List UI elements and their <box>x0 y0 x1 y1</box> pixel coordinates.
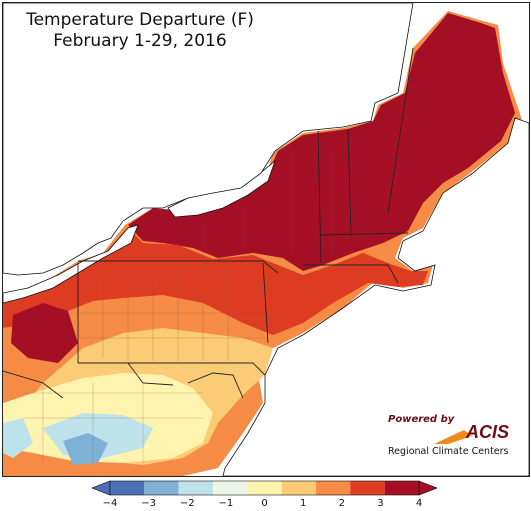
map-title: Temperature Departure (F) February 1-29,… <box>0 10 280 52</box>
legend-tick-label: −2 <box>179 498 195 509</box>
legend-swatch <box>178 481 213 495</box>
title-line-2: February 1-29, 2016 <box>53 31 227 51</box>
legend-tick-label: −4 <box>102 498 118 509</box>
legend-tick-label: 4 <box>415 498 423 509</box>
logo-powered-by: Powered by <box>388 414 455 425</box>
legend-swatch <box>281 481 316 495</box>
logo-acis-text: ACIS <box>466 422 510 442</box>
region-warm-west <box>11 303 78 363</box>
state-boundaries <box>3 47 414 399</box>
legend-arrow-left <box>92 480 111 496</box>
legend-swatch <box>144 481 179 495</box>
legend-swatch <box>213 481 248 495</box>
acis-logo: Powered by ACIS Regional Climate Centers <box>384 412 519 462</box>
legend-tick-label: −1 <box>218 498 234 509</box>
temperature-departure-map <box>3 3 529 476</box>
logo-swoosh-icon <box>434 430 472 444</box>
title-line-1: Temperature Departure (F) <box>26 10 254 30</box>
atlantic-ocean <box>222 117 529 476</box>
legend-swatch <box>350 481 385 495</box>
legend-arrow-right <box>418 480 437 496</box>
legend-border <box>109 480 420 496</box>
legend-tick-label: 0 <box>261 498 268 509</box>
legend-tick-label: −3 <box>141 498 156 509</box>
legend-swatch <box>110 481 145 495</box>
legend-colorbar <box>92 480 437 496</box>
map-panel <box>2 2 530 477</box>
region-cool-ky <box>3 418 33 458</box>
legend-tick-label: 3 <box>377 498 384 509</box>
legend-tick-label: 2 <box>338 498 345 509</box>
legend-swatch <box>247 481 282 495</box>
canada-upper-area <box>3 3 414 276</box>
legend-swatch <box>316 481 351 495</box>
color-legend: −4 −3 −2 −1 0 1 2 3 4 <box>92 478 437 510</box>
legend-swatch <box>384 481 419 495</box>
legend-tick-label: 1 <box>299 498 307 509</box>
logo-subtitle: Regional Climate Centers <box>388 446 509 457</box>
county-lines <box>23 143 334 463</box>
lake-erie <box>3 224 139 304</box>
region-cold <box>63 433 108 465</box>
